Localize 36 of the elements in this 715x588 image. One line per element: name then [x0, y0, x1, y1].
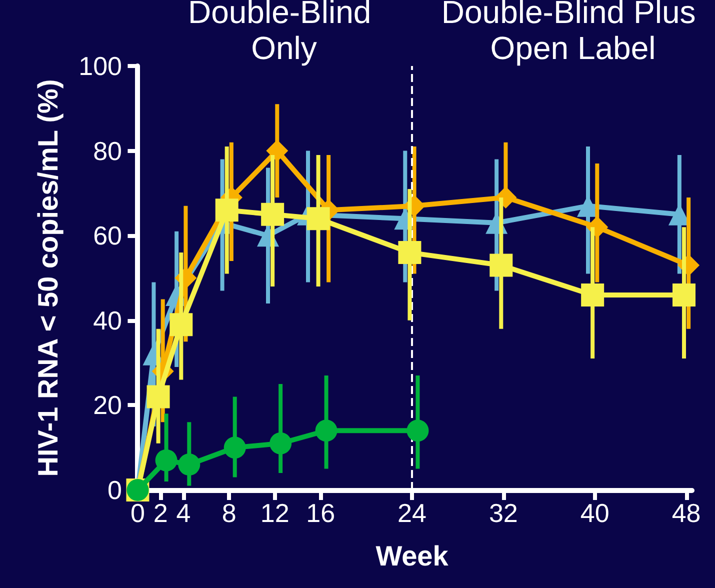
y-tick-label: 100 — [78, 51, 122, 81]
y-tick-label: 0 — [108, 475, 122, 505]
y-axis-title: HIV-1 RNA < 50 copies/mL (%) — [32, 79, 64, 477]
point — [490, 254, 513, 277]
x-tick-label: 2 — [153, 498, 168, 528]
x-tick-label: 48 — [672, 498, 701, 528]
point — [155, 449, 178, 472]
point — [261, 202, 284, 226]
x-tick-label: 12 — [260, 498, 290, 528]
y-tick-label: 20 — [93, 390, 122, 420]
y-tick-label: 60 — [93, 220, 122, 251]
text: Double-Blind Plus Open Label — [441, 0, 705, 66]
x-tick-label: 40 — [580, 498, 610, 528]
x-tick-label: 24 — [398, 498, 426, 528]
point — [306, 207, 330, 230]
x-tick-label: 0 — [130, 498, 145, 528]
x-tick-label: 4 — [176, 498, 191, 528]
x-tick-label: 32 — [488, 498, 518, 528]
point — [672, 283, 696, 306]
point — [315, 420, 338, 442]
x-tick-label: 8 — [222, 498, 236, 528]
x-axis-title: Week — [376, 540, 449, 572]
point — [224, 436, 246, 459]
text: Double-Blind Only — [188, 0, 380, 66]
point — [170, 313, 193, 336]
y-tick-label: 80 — [93, 136, 122, 166]
point — [215, 198, 238, 222]
point — [581, 283, 604, 306]
x-tick-label: 16 — [306, 498, 336, 528]
point — [178, 454, 200, 476]
point — [406, 420, 429, 442]
point — [270, 432, 292, 454]
point — [398, 241, 422, 264]
y-tick-label: 40 — [93, 305, 122, 336]
point — [146, 385, 170, 408]
point — [266, 140, 288, 162]
